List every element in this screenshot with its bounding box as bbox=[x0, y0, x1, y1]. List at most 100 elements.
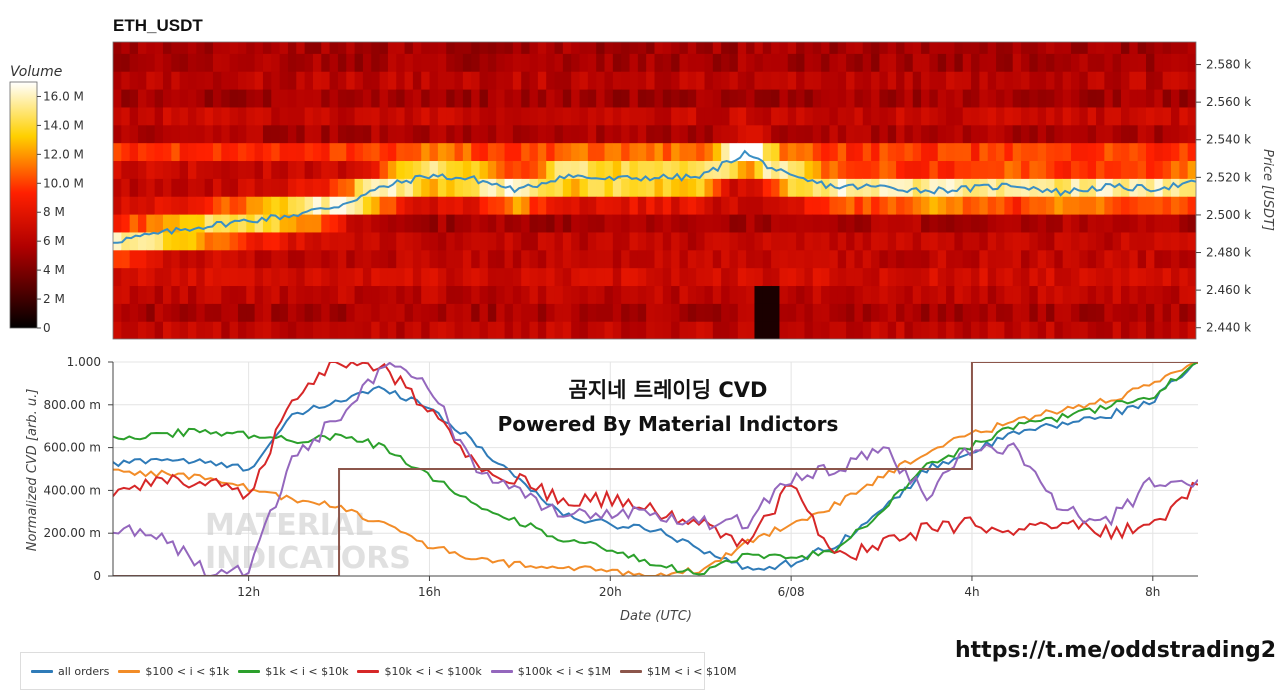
heatmap-cell bbox=[679, 160, 689, 179]
heatmap-cell bbox=[912, 42, 922, 54]
heatmap-cell bbox=[987, 303, 997, 322]
heatmap-cell bbox=[262, 285, 272, 304]
heatmap-cell bbox=[1029, 142, 1039, 162]
heatmap-cell bbox=[329, 285, 339, 304]
heatmap-cell bbox=[579, 160, 589, 179]
heatmap-cell bbox=[596, 88, 606, 108]
legend-item-1k-10k[interactable]: $1k < i < $10k bbox=[238, 665, 348, 678]
heatmap-cell bbox=[779, 142, 789, 162]
heatmap-cell bbox=[454, 88, 464, 108]
heatmap-cell bbox=[121, 249, 131, 269]
heatmap-cell bbox=[487, 285, 497, 304]
heatmap-cell bbox=[279, 178, 289, 197]
colorbar-tick-label: 10.0 M bbox=[43, 176, 84, 190]
footer-url[interactable]: https://t.me/oddstrading2 bbox=[955, 638, 1277, 663]
heatmap-cell bbox=[1121, 53, 1130, 72]
heatmap-cell bbox=[296, 285, 306, 304]
heatmap-cell bbox=[546, 213, 556, 233]
heatmap-cell bbox=[296, 160, 306, 179]
heatmap-cell bbox=[421, 71, 431, 90]
legend-item-all-orders[interactable]: all orders bbox=[31, 665, 109, 678]
heatmap-cell bbox=[1154, 285, 1164, 304]
heatmap-cell bbox=[987, 321, 997, 339]
heatmap-cell bbox=[787, 42, 797, 54]
heatmap-cell bbox=[862, 160, 872, 179]
heatmap-cell bbox=[929, 42, 939, 54]
colorbar-tick-label: 16.0 M bbox=[43, 89, 84, 103]
legend-swatch bbox=[118, 669, 141, 673]
heatmap-cell bbox=[654, 285, 664, 304]
heatmap-cell bbox=[996, 196, 1005, 215]
heatmap-cell bbox=[354, 142, 364, 162]
heatmap-cell bbox=[504, 303, 514, 322]
heatmap-cell bbox=[929, 231, 939, 251]
heatmap-cell bbox=[921, 124, 931, 144]
heatmap-cell bbox=[1037, 88, 1047, 108]
heatmap-cell bbox=[721, 160, 731, 179]
cvd-y-tick-label: 1.000 bbox=[67, 355, 101, 369]
heatmap-cell bbox=[537, 178, 547, 197]
heatmap-cell bbox=[446, 124, 456, 144]
heatmap-cell bbox=[621, 267, 631, 287]
heatmap-cell bbox=[804, 267, 814, 287]
heatmap-cell bbox=[1054, 249, 1064, 269]
heatmap-cell bbox=[1096, 213, 1105, 233]
heatmap-cell bbox=[346, 249, 356, 269]
heatmap-cell bbox=[587, 42, 597, 54]
heatmap-cell bbox=[179, 267, 189, 287]
heatmap-cell bbox=[412, 321, 422, 339]
heatmap-cell bbox=[771, 285, 781, 304]
legend-item-1m-10m[interactable]: $1M < i < $10M bbox=[620, 665, 736, 678]
legend-item-100k-1m[interactable]: $100k < i < $1M bbox=[490, 665, 611, 678]
cvd-series-line bbox=[113, 362, 1198, 561]
heatmap-cell bbox=[687, 88, 697, 108]
cvd-x-tick-label: 4h bbox=[964, 585, 979, 599]
heatmap-cell bbox=[721, 88, 731, 108]
heatmap-cell bbox=[271, 321, 281, 339]
heatmap-cell bbox=[646, 321, 656, 339]
heatmap-cell bbox=[387, 142, 397, 162]
heatmap-cell bbox=[646, 124, 656, 144]
heatmap-cell bbox=[962, 196, 972, 215]
heatmap-cell bbox=[221, 160, 231, 179]
heatmap-cell bbox=[221, 42, 231, 54]
heatmap-cell bbox=[546, 71, 556, 90]
heatmap-cell bbox=[687, 285, 697, 304]
legend-item-100-1k[interactable]: $100 < i < $1k bbox=[118, 665, 229, 678]
heatmap-cell bbox=[479, 106, 489, 126]
heatmap-cell bbox=[946, 88, 956, 108]
heatmap-cell bbox=[412, 160, 422, 179]
heatmap-cell bbox=[712, 71, 722, 90]
heatmap-cell bbox=[546, 160, 556, 179]
heatmap-cell bbox=[762, 53, 772, 72]
legend-item-10k-100k[interactable]: $10k < i < $100k bbox=[357, 665, 482, 678]
heatmap-cell bbox=[237, 106, 247, 126]
heatmap-cell bbox=[1087, 142, 1097, 162]
heatmap-cell bbox=[904, 321, 914, 339]
heatmap-cell bbox=[362, 303, 372, 322]
heatmap-cell bbox=[912, 249, 922, 269]
heatmap-cell bbox=[1146, 71, 1155, 90]
heatmap-cell bbox=[971, 196, 980, 215]
heatmap-cell bbox=[1037, 71, 1047, 90]
heatmap-cell bbox=[329, 124, 339, 144]
heatmap-cell bbox=[712, 249, 722, 269]
heatmap-cell bbox=[829, 124, 839, 144]
heatmap-cell bbox=[1004, 142, 1014, 162]
heatmap-cell bbox=[637, 88, 647, 108]
heatmap-cell bbox=[146, 160, 156, 179]
heatmap-cell bbox=[596, 42, 606, 54]
heatmap-cell bbox=[304, 71, 314, 90]
heatmap-cell bbox=[712, 42, 722, 54]
heatmap-cell bbox=[1154, 249, 1164, 269]
heatmap-cell bbox=[554, 321, 564, 339]
heatmap-cell bbox=[696, 321, 706, 339]
heatmap-cell bbox=[471, 249, 481, 269]
heatmap-cell bbox=[312, 285, 322, 304]
heatmap-cell bbox=[987, 88, 997, 108]
heatmap-cell bbox=[712, 213, 722, 233]
heatmap-cell bbox=[687, 249, 697, 269]
heatmap-cell bbox=[387, 196, 397, 215]
heatmap-cell bbox=[371, 106, 381, 126]
heatmap-cell bbox=[479, 285, 489, 304]
